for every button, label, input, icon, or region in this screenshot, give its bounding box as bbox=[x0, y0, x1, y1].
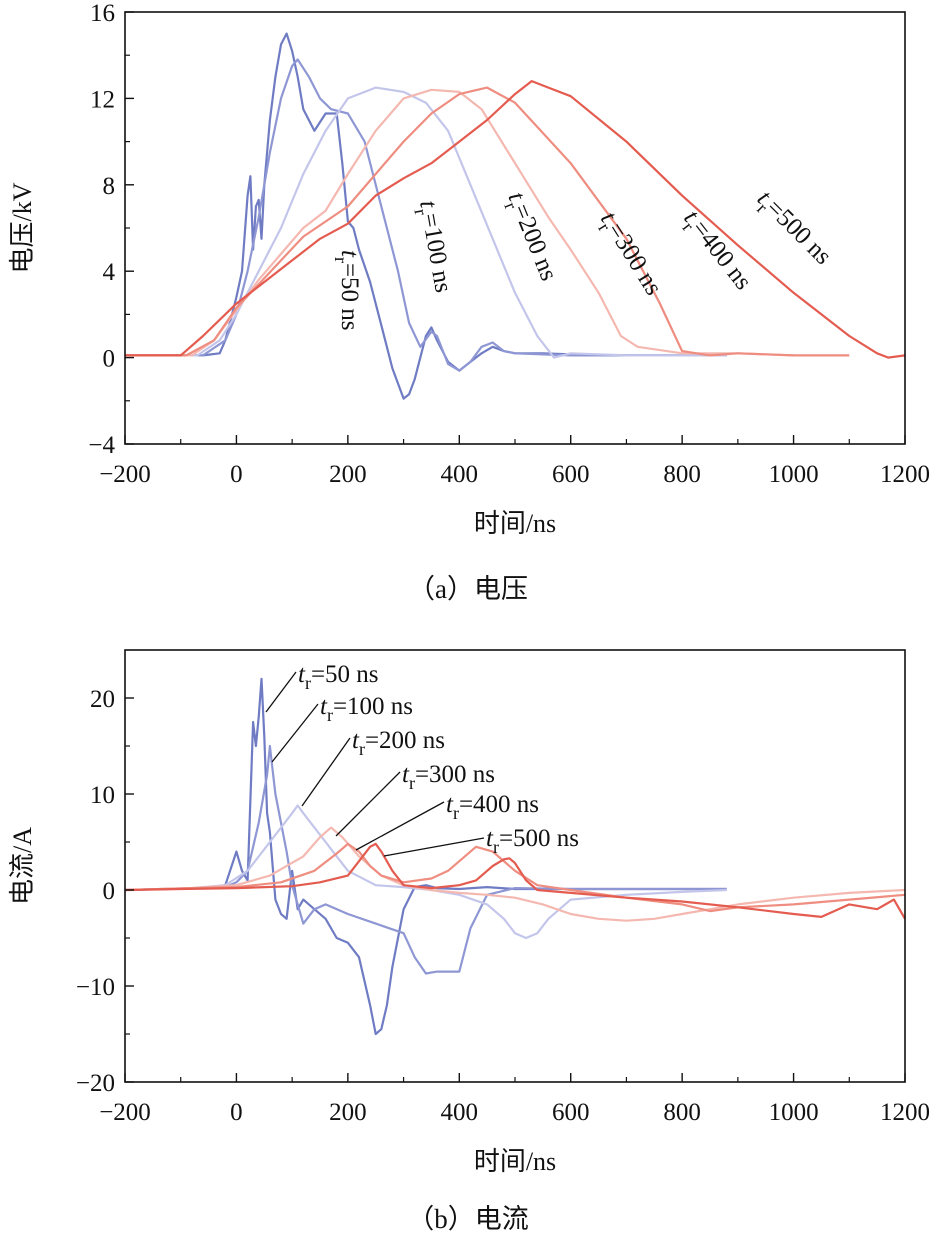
y-axis-label: 电压/kV bbox=[8, 182, 37, 273]
series-label-6: tr=500 ns bbox=[748, 185, 836, 273]
x-tick-label: −200 bbox=[99, 461, 151, 488]
series-label-1: tr=50 ns bbox=[331, 250, 363, 331]
series-line-6 bbox=[125, 79, 906, 359]
y-tick-label: 20 bbox=[90, 686, 115, 713]
series-label-4: tr=300 ns bbox=[402, 761, 495, 793]
x-axis-label: 时间/ns bbox=[474, 1147, 556, 1176]
series-label-4: tr=300 ns bbox=[591, 207, 667, 303]
x-tick-label: 0 bbox=[230, 1099, 243, 1126]
x-axis-label: 时间/ns bbox=[474, 509, 556, 538]
x-tick-label: 200 bbox=[329, 1099, 367, 1126]
series-label-leader bbox=[335, 771, 401, 837]
y-tick-label: 4 bbox=[103, 259, 116, 286]
y-tick-label: 10 bbox=[90, 782, 115, 809]
series-line-3 bbox=[124, 804, 727, 940]
x-tick-label: 600 bbox=[552, 461, 590, 488]
chart-caption: （b）电流 bbox=[407, 1204, 529, 1234]
series-line-6 bbox=[124, 842, 906, 920]
x-tick-label: 0 bbox=[230, 461, 243, 488]
x-tick-label: −200 bbox=[99, 1099, 151, 1126]
series-label-3: tr=200 ns bbox=[498, 188, 563, 286]
series-label-leader bbox=[301, 737, 351, 807]
x-tick-label: 800 bbox=[663, 1099, 701, 1126]
x-tick-label: 600 bbox=[552, 1099, 590, 1126]
x-tick-label: 400 bbox=[441, 461, 479, 488]
series-line-3 bbox=[125, 86, 727, 359]
series-label-5: tr=400 ns bbox=[446, 791, 539, 823]
series-line-2 bbox=[125, 58, 727, 372]
series-label-2: tr=100 ns bbox=[320, 693, 413, 725]
series-label-leader bbox=[271, 703, 319, 763]
y-tick-label: 8 bbox=[103, 173, 116, 200]
current-chart: −200 0 200 400 600 800 1000 1200 −20 −10 0 10 20 时间/n… bbox=[8, 649, 930, 1234]
y-tick-label: −20 bbox=[76, 1070, 115, 1097]
series-label-leader bbox=[265, 671, 297, 713]
plot-frame bbox=[124, 649, 906, 1083]
x-tick-label: 200 bbox=[329, 461, 367, 488]
chart-caption: （a）电压 bbox=[408, 574, 528, 604]
series-label-leader bbox=[355, 801, 445, 851]
series-line-2 bbox=[124, 744, 727, 975]
y-tick-label: 12 bbox=[90, 86, 115, 113]
y-axis-label: 电流/A bbox=[8, 827, 37, 905]
y-tick-label: 0 bbox=[103, 878, 116, 905]
x-tick-label: 1200 bbox=[880, 1099, 930, 1126]
series-label-2: tr=100 ns bbox=[409, 198, 457, 295]
x-tick-label: 1000 bbox=[769, 461, 819, 488]
x-tick-label: 400 bbox=[441, 1099, 479, 1126]
x-tick-label: 800 bbox=[663, 461, 701, 488]
y-tick-label: 16 bbox=[90, 0, 115, 27]
series-label-3: tr=200 ns bbox=[352, 727, 445, 759]
y-tick-label: −4 bbox=[88, 432, 115, 459]
y-tick-label: −10 bbox=[76, 974, 115, 1001]
x-tick-label: 1200 bbox=[880, 461, 930, 488]
voltage-chart: −200 0 200 400 600 800 1000 1200 −4 0 4 8 12 16 时间/ns 电… bbox=[8, 0, 930, 604]
series-label-6: tr=500 ns bbox=[486, 825, 579, 857]
x-tick-label: 1000 bbox=[769, 1099, 819, 1126]
series-label-1: tr=50 ns bbox=[298, 661, 379, 693]
series-line-4 bbox=[125, 88, 794, 357]
series-line-4 bbox=[124, 826, 906, 922]
y-tick-label: 0 bbox=[103, 346, 116, 373]
series-line-5 bbox=[124, 842, 906, 913]
series-label-leader bbox=[383, 837, 485, 857]
